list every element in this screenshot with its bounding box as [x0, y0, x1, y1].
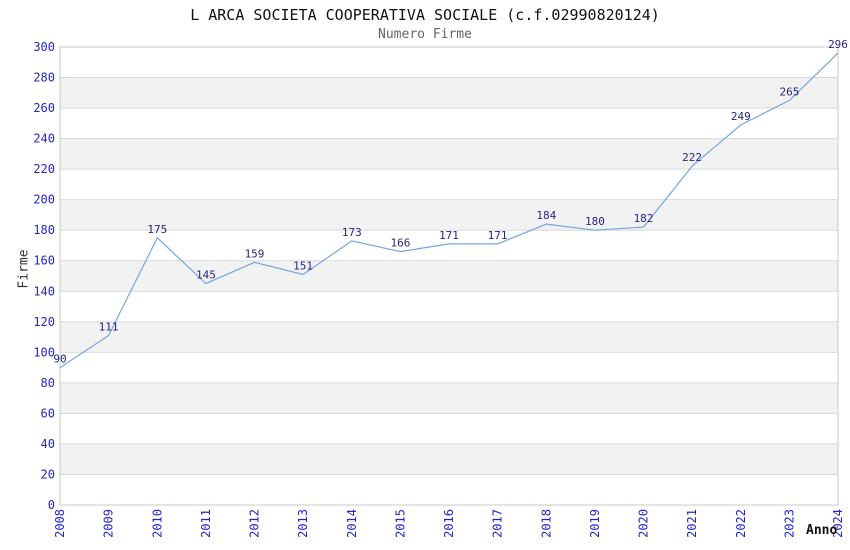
x-tick-label: 2020 [637, 509, 651, 538]
data-label: 222 [682, 151, 702, 164]
x-tick-label: 2021 [685, 509, 699, 538]
y-tick-label: 160 [33, 254, 55, 268]
y-tick-label: 20 [41, 468, 55, 482]
x-tick-label: 2024 [831, 509, 845, 538]
y-tick-label: 120 [33, 315, 55, 329]
y-tick-label: 180 [33, 223, 55, 237]
chart-title: L ARCA SOCIETA COOPERATIVA SOCIALE (c.f.… [190, 6, 660, 24]
background-band [60, 321, 838, 353]
data-label: 111 [99, 321, 119, 334]
y-tick-label: 100 [33, 345, 55, 359]
plot-border [59, 46, 839, 506]
y-axis-title: Firme [16, 249, 32, 289]
data-label: 145 [196, 269, 216, 282]
x-tick-label: 2019 [588, 509, 602, 538]
background-band [60, 382, 838, 414]
data-label: 171 [488, 229, 508, 242]
y-tick-label: 300 [33, 40, 55, 54]
data-label: 171 [439, 229, 459, 242]
x-tick-label: 2008 [53, 509, 67, 538]
y-tick-label: 80 [41, 376, 55, 390]
data-label: 175 [147, 223, 167, 236]
x-axis-title: Anno [806, 523, 838, 538]
x-tick-label: 2017 [491, 509, 505, 538]
data-label: 265 [779, 85, 799, 98]
y-tick-label: 0 [48, 498, 55, 512]
data-label: 159 [245, 247, 265, 260]
data-label: 180 [585, 215, 605, 228]
y-tick-label: 60 [41, 406, 55, 420]
x-tick-label: 2013 [296, 509, 310, 538]
data-label: 173 [342, 226, 362, 239]
x-tick-label: 2009 [102, 509, 116, 538]
x-tick-label: 2012 [248, 509, 262, 538]
y-tick-label: 140 [33, 284, 55, 298]
x-tick-label: 2015 [393, 509, 407, 538]
y-tick-label: 260 [33, 101, 55, 115]
x-tick-label: 2016 [442, 509, 456, 538]
x-tick-label: 2022 [734, 509, 748, 538]
data-label: 90 [53, 353, 66, 366]
data-label: 184 [536, 209, 556, 222]
data-label: 166 [390, 237, 410, 250]
series-line [59, 52, 839, 369]
data-label: 182 [634, 212, 654, 225]
data-label: 296 [828, 38, 848, 51]
data-label: 249 [731, 110, 751, 123]
y-tick-label: 280 [33, 71, 55, 85]
y-tick-label: 40 [41, 437, 55, 451]
y-tick-label: 220 [33, 162, 55, 176]
background-band [60, 443, 838, 475]
x-tick-label: 2023 [782, 509, 796, 538]
x-tick-label: 2011 [199, 509, 213, 538]
background-band [60, 260, 838, 292]
chart-subtitle: Numero Firme [378, 27, 472, 42]
background-band [60, 138, 838, 170]
x-tick-label: 2010 [150, 509, 164, 538]
background-band [60, 77, 838, 109]
data-label: 151 [293, 260, 313, 273]
y-tick-label: 200 [33, 193, 55, 207]
y-tick-label: 240 [33, 132, 55, 146]
background-band [60, 199, 838, 231]
x-tick-label: 2014 [345, 509, 359, 538]
x-tick-label: 2018 [539, 509, 553, 538]
